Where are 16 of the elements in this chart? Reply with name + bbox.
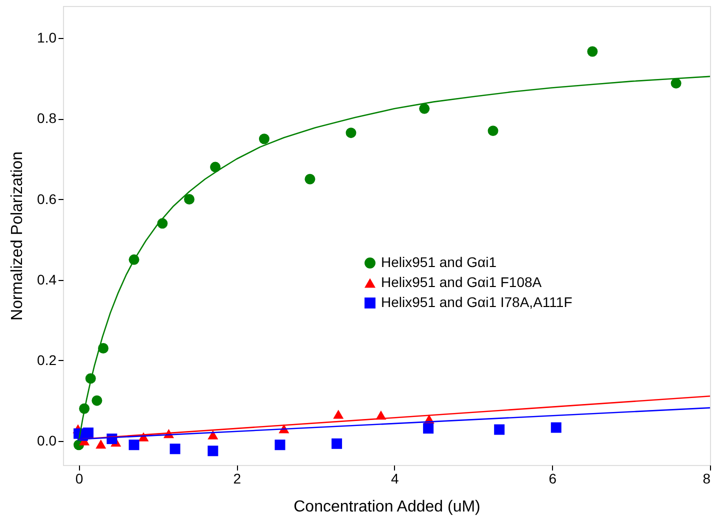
y-tick-label: 0.6	[37, 190, 57, 207]
y-tick-label: 1.0	[37, 30, 57, 46]
y-tick-label: 0.4	[37, 271, 57, 288]
x-axis-title: Concentration Added (uM)	[294, 498, 480, 516]
x-tick-label: 0	[75, 470, 84, 486]
x-tick-label: 2	[233, 470, 242, 486]
legend-label: Helix951 and Gαi1	[381, 254, 497, 270]
y-tick-label: 0.8	[37, 110, 57, 126]
x-tick-label: 6	[548, 470, 557, 486]
x-tick-label: 4	[390, 470, 399, 486]
y-tick-label: 0.2	[37, 352, 57, 368]
legend-label: Helix951 and Gαi1 F108A	[381, 274, 542, 290]
y-tick-label: 0.0	[37, 432, 57, 448]
legend-label: Helix951 and Gαi1 I78A,A111F	[381, 294, 572, 310]
x-tick-label: 8	[702, 470, 711, 486]
y-axis-title: Normalized Polarization	[9, 152, 26, 320]
